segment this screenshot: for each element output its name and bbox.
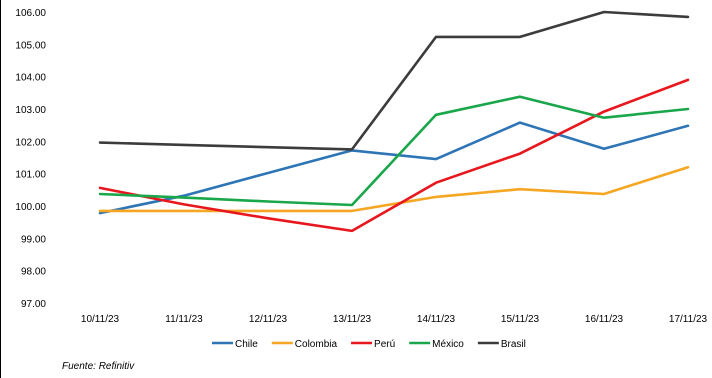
series-line-chile (98, 121, 690, 215)
x-tick-label: 13/11/23 (333, 314, 372, 325)
series-line-brasil (98, 10, 690, 151)
y-tick-label: 103.00 (15, 105, 46, 116)
legend-item: Brasil (477, 339, 526, 350)
series-lines (98, 10, 690, 233)
frame-border (0, 0, 1, 378)
legend-label: Colombia (295, 339, 338, 350)
x-axis: 10/11/23 11/11/23 12/11/23 13/11/23 14/11/23… (81, 314, 708, 325)
x-tick-label: 10/11/23 (81, 314, 120, 325)
x-tick-label: 15/11/23 (501, 314, 540, 325)
y-tick-label: 106.00 (15, 8, 46, 19)
legend-item: Colombia (271, 339, 338, 350)
x-tick-label: 12/11/23 (249, 314, 288, 325)
source-note: Fuente: Refinitiv (62, 361, 135, 372)
legend: Chile Colombia Perú México Brasil (212, 339, 526, 350)
y-tick-label: 104.00 (15, 73, 46, 84)
y-tick-label: 98.00 (21, 267, 46, 278)
y-tick-label: 100.00 (15, 202, 46, 213)
legend-item: México (409, 339, 464, 350)
y-tick-label: 102.00 (15, 137, 46, 148)
legend-label: México (432, 339, 464, 350)
y-tick-label: 105.00 (15, 40, 46, 51)
legend-label: Brasil (501, 339, 526, 350)
legend-label: Chile (235, 339, 258, 350)
series-line-méxico (98, 95, 690, 207)
legend-label: Perú (374, 339, 395, 350)
x-tick-label: 11/11/23 (165, 314, 203, 325)
y-axis: 97.00 98.00 99.00 100.00 101.00 102.00 103.00 1… (15, 8, 46, 310)
x-tick-label: 17/11/23 (669, 314, 708, 325)
x-tick-label: 16/11/23 (585, 314, 624, 325)
legend-item: Chile (212, 339, 258, 350)
x-tick-label: 14/11/23 (417, 314, 456, 325)
series-line-colombia (98, 165, 690, 213)
y-tick-label: 97.00 (21, 299, 46, 310)
y-tick-label: 101.00 (15, 170, 46, 181)
legend-item: Perú (351, 339, 395, 350)
series-line-perú (98, 78, 690, 233)
y-tick-label: 99.00 (21, 234, 46, 245)
